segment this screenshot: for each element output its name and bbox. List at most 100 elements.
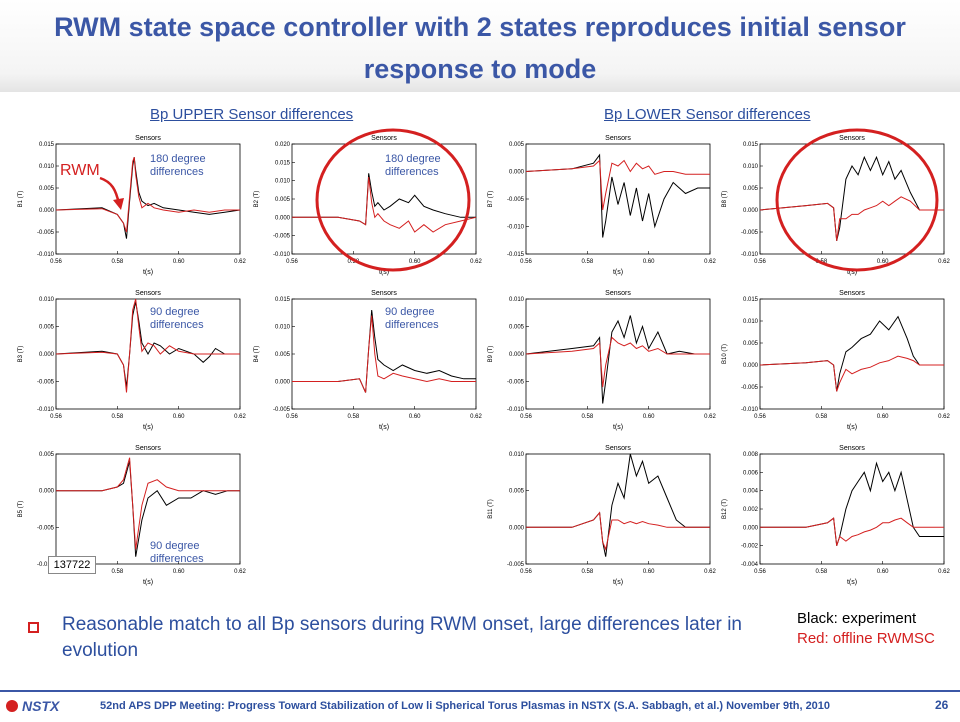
plot-frame xyxy=(525,453,711,565)
y-tick-label: 0.002 xyxy=(743,507,759,513)
y-tick-label: -0.010 xyxy=(507,225,525,231)
annotation-180-1: 180 degree differences xyxy=(150,153,206,178)
x-tick-label: 0.58 xyxy=(347,259,359,265)
rwm-label: RWM xyxy=(60,162,100,179)
sensor-plot-10: Sensors -0.005 0.000 0.005 0.010 0.56 0.58 0.60… xyxy=(484,442,716,597)
y-tick-label: 0.004 xyxy=(743,489,759,495)
y-tick-label: 0.005 xyxy=(509,489,525,495)
x-tick-label: 0.60 xyxy=(877,414,889,420)
y-tick-label: 0.020 xyxy=(275,142,291,148)
y-tick-label: 0.015 xyxy=(743,142,759,148)
legend: Black: experiment Red: offline RWMSC xyxy=(797,609,947,649)
y-tick-label: 0.005 xyxy=(39,452,55,458)
sensor-plot-6: Sensors -0.005 0.000 0.005 0.010 0.015 0.56 0.5… xyxy=(250,287,482,442)
x-tick-label: 0.62 xyxy=(704,259,716,265)
y-tick-label: -0.010 xyxy=(273,252,291,258)
x-tick-label: 0.58 xyxy=(815,414,827,420)
page-number: 26 xyxy=(935,698,949,712)
legend-black: Black: experiment xyxy=(797,610,917,627)
plot-frame xyxy=(55,453,241,565)
plot-svg: Sensors -0.004 -0.002 0.000 0.002 0.004 0.006 0… xyxy=(722,445,950,586)
series-offline xyxy=(525,336,710,388)
y-tick-label: 0.000 xyxy=(509,525,525,531)
annotation-90-1: 90 degree differences xyxy=(150,306,204,331)
footer-text: 52nd APS DPP Meeting: Progress Toward St… xyxy=(100,700,831,712)
y-tick-label: 0.000 xyxy=(743,208,759,214)
plot-title: Sensors xyxy=(605,445,631,452)
y-tick-label: 0.015 xyxy=(275,160,291,166)
x-axis-label: t(s) xyxy=(379,424,389,431)
sensor-plot-1: Sensors -0.010 -0.005 0.000 0.005 0.010 0.015 0… xyxy=(14,132,246,287)
y-tick-label: 0.008 xyxy=(743,452,759,458)
highlight-circle-lower xyxy=(775,128,939,272)
y-tick-label: 0.000 xyxy=(39,352,55,358)
y-tick-label: -0.005 xyxy=(741,230,759,236)
x-tick-label: 0.62 xyxy=(234,569,246,575)
y-tick-label: 0.010 xyxy=(39,297,55,303)
x-tick-label: 0.62 xyxy=(704,414,716,420)
x-axis-label: t(s) xyxy=(379,269,389,276)
y-tick-label: 0.005 xyxy=(743,186,759,192)
series-offline xyxy=(759,196,944,241)
y-tick-label: 0.000 xyxy=(743,363,759,369)
y-tick-label: 0.010 xyxy=(275,179,291,185)
bullet-box-icon xyxy=(28,622,39,633)
y-tick-label: 0.010 xyxy=(275,325,291,331)
y-tick-label: -0.005 xyxy=(507,380,525,386)
plot-frame xyxy=(291,143,477,255)
x-tick-label: 0.62 xyxy=(234,414,246,420)
series-offline xyxy=(760,517,944,546)
rwm-arrow-head xyxy=(113,198,124,210)
x-axis-label: t(s) xyxy=(847,269,857,276)
plot-title: Sensors xyxy=(839,290,865,297)
y-tick-label: 0.000 xyxy=(509,170,525,176)
x-tick-label: 0.62 xyxy=(470,414,482,420)
x-tick-label: 0.56 xyxy=(754,414,766,420)
y-axis-label: B1 (T) xyxy=(18,191,24,208)
y-axis-label: B5 (T) xyxy=(18,501,24,518)
x-axis-label: t(s) xyxy=(143,269,153,276)
y-tick-label: -0.015 xyxy=(507,252,525,258)
x-tick-label: 0.60 xyxy=(643,259,655,265)
y-tick-label: 0.005 xyxy=(275,352,291,358)
y-tick-label: 0.005 xyxy=(39,325,55,331)
x-tick-label: 0.58 xyxy=(111,569,123,575)
plot-title: Sensors xyxy=(135,445,161,452)
x-tick-label: 0.62 xyxy=(938,414,950,420)
y-axis-label: B3 (T) xyxy=(18,346,24,363)
x-tick-label: 0.60 xyxy=(877,569,889,575)
y-axis-label: B10 (T) xyxy=(722,344,728,364)
plot-frame xyxy=(55,143,241,255)
x-tick-label: 0.60 xyxy=(409,414,421,420)
y-tick-label: -0.002 xyxy=(741,544,759,550)
x-axis-label: t(s) xyxy=(847,579,857,586)
lower-sensors-label: Bp LOWER Sensor differences xyxy=(604,106,811,123)
series-offline xyxy=(55,157,240,233)
y-tick-label: -0.010 xyxy=(37,252,55,258)
y-tick-label: 0.000 xyxy=(743,525,759,531)
title-bar: RWM state space controller with 2 states… xyxy=(0,0,960,92)
y-tick-label: 0.005 xyxy=(275,197,291,203)
y-axis-label: B4 (T) xyxy=(254,346,260,363)
plot-title: Sensors xyxy=(135,290,161,297)
y-tick-label: -0.010 xyxy=(37,562,55,568)
nstx-logo-text: NSTX xyxy=(22,698,60,714)
plot-svg: Sensors -0.005 0.000 0.005 0.010 0.56 0.58 0.60… xyxy=(488,445,716,586)
y-tick-label: 0.000 xyxy=(509,352,525,358)
x-tick-label: 0.56 xyxy=(520,414,532,420)
y-tick-label: -0.005 xyxy=(507,197,525,203)
sensor-plot-3: Sensors -0.015 -0.010 -0.005 0.000 0.005 0.56 0… xyxy=(484,132,716,287)
upper-sensors-label: Bp UPPER Sensor differences xyxy=(150,106,354,123)
x-tick-label: 0.62 xyxy=(234,259,246,265)
plot-svg: Sensors -0.005 0.000 0.005 0.010 0.015 0.56 0.5… xyxy=(254,290,482,431)
y-tick-label: -0.010 xyxy=(741,407,759,413)
x-tick-label: 0.56 xyxy=(754,569,766,575)
plot-svg: Sensors -0.010 -0.005 0.000 0.005 0.010 0.015 0… xyxy=(722,290,950,431)
y-tick-label: 0.010 xyxy=(509,452,525,458)
plot-svg: Sensors -0.015 -0.010 -0.005 0.000 0.005 0.56 0… xyxy=(488,135,716,276)
x-tick-label: 0.62 xyxy=(470,259,482,265)
y-axis-label: B2 (T) xyxy=(254,191,260,208)
x-tick-label: 0.60 xyxy=(409,259,421,265)
y-tick-label: -0.005 xyxy=(507,562,525,568)
x-tick-label: 0.58 xyxy=(581,569,593,575)
